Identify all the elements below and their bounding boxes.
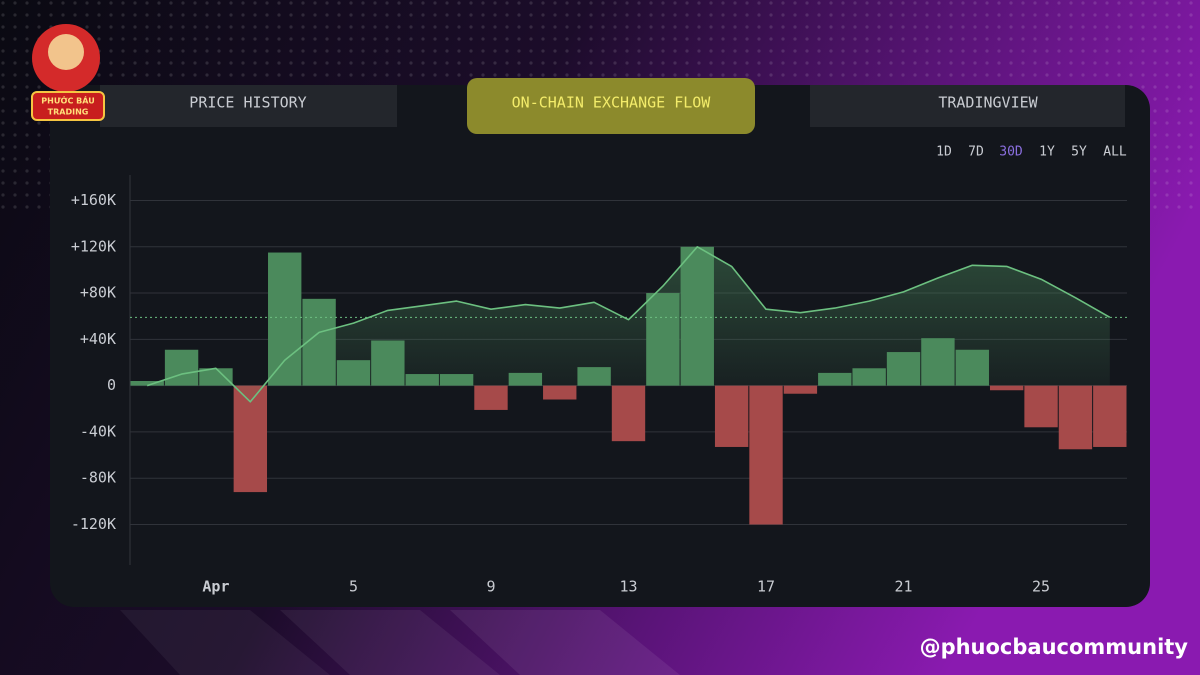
bar (1024, 385, 1058, 428)
logo-text: TRADING (48, 108, 89, 117)
tab-label[interactable]: TRADINGVIEW (938, 94, 1038, 112)
logo: PHƯỚC BÁU TRADING (31, 24, 105, 121)
range-button[interactable]: ALL (1103, 145, 1127, 160)
bar (233, 385, 268, 493)
x-tick-label: 13 (619, 578, 637, 596)
range-buttons: 1D 7D 30D 1Y 5Y ALL (936, 145, 1127, 160)
line (146, 246, 1111, 403)
y-tick-label: +40K (80, 330, 116, 348)
handle: @phuocbaucommunity (920, 635, 1189, 659)
y-tick-label: +120K (71, 237, 116, 255)
range-button[interactable]: 1D (936, 145, 952, 160)
chart: -120K -80K -40K 0 +40K +80K +120K +160K Apr 5 9 13 1… (71, 175, 1127, 596)
bar (714, 385, 749, 447)
logo-face (48, 34, 84, 70)
x-tick-label: 25 (1032, 578, 1050, 596)
bar (783, 385, 818, 394)
range-button[interactable]: 7D (968, 145, 984, 160)
tab-highlight[interactable] (467, 78, 755, 134)
tab-label[interactable]: PRICE HISTORY (189, 94, 306, 112)
bar (474, 385, 508, 410)
range-button[interactable]: 30D (999, 145, 1023, 160)
x-tick-label: 9 (486, 578, 495, 596)
x-tick-label: 5 (349, 578, 358, 596)
y-tick-label: -120K (71, 515, 116, 533)
range-button[interactable]: 1Y (1039, 145, 1055, 160)
tab-label[interactable]: ON-CHAIN EXCHANGE FLOW (512, 94, 712, 112)
x-tick-label: 17 (757, 578, 775, 596)
tab[interactable] (810, 85, 1125, 127)
stripe (450, 610, 680, 675)
stripe (280, 610, 500, 675)
logo-ribbon (31, 91, 105, 121)
bar (1058, 385, 1093, 450)
stripe (120, 610, 330, 675)
bar (611, 385, 646, 442)
tab-labels: PRICE HISTORY ON-CHAIN EXCHANGE FLOW TRADI… (189, 94, 1038, 112)
bar (1093, 385, 1127, 447)
bar (989, 385, 1024, 391)
y-tick-label: +160K (71, 191, 116, 209)
line-area (147, 246, 1110, 402)
y-tick-label: -40K (80, 422, 116, 440)
x-tick-label: 21 (895, 578, 913, 596)
bar (749, 385, 783, 525)
bar (543, 385, 577, 400)
bar (130, 380, 164, 386)
logo-text: PHƯỚC BÁU (41, 95, 94, 106)
range-button[interactable]: 5Y (1071, 145, 1087, 160)
x-tick-label: Apr (202, 578, 229, 596)
y-tick-label: -80K (80, 469, 116, 487)
tab[interactable] (100, 85, 397, 127)
y-tick-label: 0 (107, 376, 116, 394)
y-tick-label: +80K (80, 284, 116, 302)
